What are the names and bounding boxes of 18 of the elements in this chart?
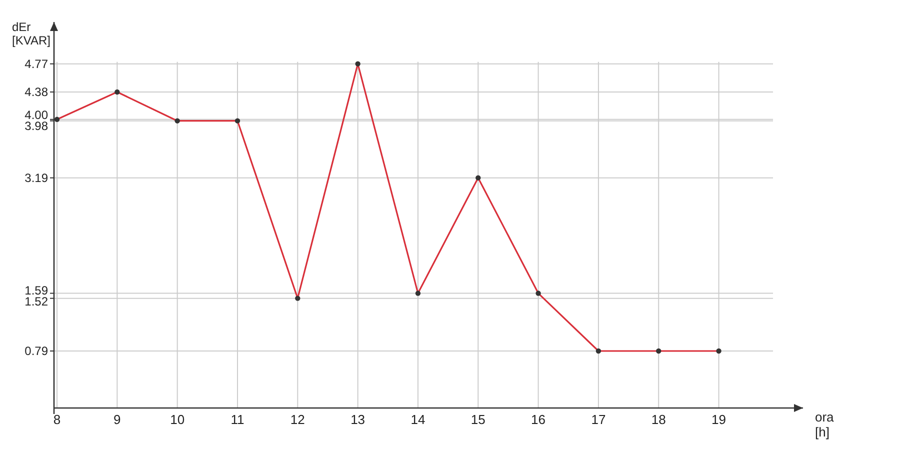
x-tick-label: 18 <box>651 412 666 427</box>
y-tick-label: 4.77 <box>24 57 48 72</box>
x-axis-title: ora [h] <box>815 410 835 440</box>
x-tick-label: 15 <box>470 412 486 427</box>
x-tick-label: 9 <box>114 412 121 427</box>
x-tick-label: 16 <box>531 412 546 427</box>
x-tick-label: 13 <box>350 412 366 427</box>
y-tick-label: 0.79 <box>24 344 48 358</box>
x-tick-label: 19 <box>712 412 726 427</box>
x-tick-label: 10 <box>170 412 185 427</box>
y-axis-title: dEr [KVAR] <box>12 20 50 48</box>
y-tick-label: 4.38 <box>24 85 48 100</box>
x-tick-label: 8 <box>53 412 61 427</box>
x-tick-label: 11 <box>230 412 244 427</box>
x-tick-label: 14 <box>410 412 426 427</box>
y-tick-label: 3.19 <box>24 171 48 186</box>
x-tick-label: 17 <box>591 412 606 427</box>
x-tick-label: 12 <box>290 412 305 427</box>
